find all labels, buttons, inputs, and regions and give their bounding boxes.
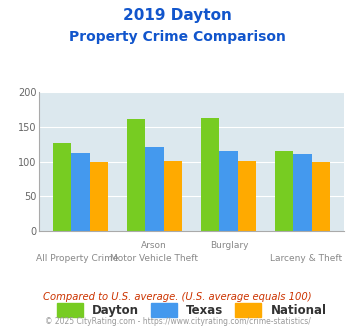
Text: Compared to U.S. average. (U.S. average equals 100): Compared to U.S. average. (U.S. average …: [43, 292, 312, 302]
Bar: [238, 161, 256, 231]
Bar: [127, 119, 146, 231]
Text: All Property Crime: All Property Crime: [36, 254, 119, 263]
Text: Burglary: Burglary: [211, 241, 249, 250]
Text: Property Crime Comparison: Property Crime Comparison: [69, 30, 286, 44]
Text: Motor Vehicle Theft: Motor Vehicle Theft: [110, 254, 197, 263]
Bar: [201, 118, 219, 231]
Bar: [275, 150, 294, 231]
Text: 2019 Dayton: 2019 Dayton: [123, 8, 232, 23]
Bar: [312, 162, 331, 231]
Bar: [219, 151, 238, 231]
Text: © 2025 CityRating.com - https://www.cityrating.com/crime-statistics/: © 2025 CityRating.com - https://www.city…: [45, 317, 310, 326]
Bar: [146, 147, 164, 231]
Bar: [164, 161, 182, 231]
Legend: Dayton, Texas, National: Dayton, Texas, National: [57, 303, 327, 317]
Bar: [53, 143, 71, 231]
Text: Larceny & Theft: Larceny & Theft: [270, 254, 342, 263]
Text: Arson: Arson: [141, 241, 166, 250]
Bar: [71, 153, 90, 231]
Bar: [90, 162, 108, 231]
Bar: [294, 154, 312, 231]
